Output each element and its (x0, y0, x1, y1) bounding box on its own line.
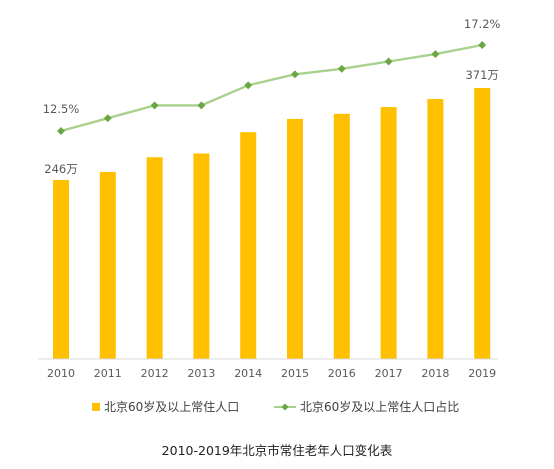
chart-caption: 2010-2019年北京市常住老年人口变化表 (162, 443, 393, 458)
legend-bar-label: 北京60岁及以上常住人口 (104, 399, 239, 414)
bar-2018 (427, 99, 444, 359)
x-tick-2019: 2019 (468, 367, 496, 380)
x-tick-2012: 2012 (141, 367, 169, 380)
ratio-point-2016 (337, 64, 346, 73)
ratio-point-2018 (431, 50, 440, 59)
bar-2017 (380, 107, 397, 359)
ratio-point-2013 (197, 101, 206, 110)
bar-2013 (193, 153, 210, 359)
ratio-point-2017 (384, 57, 393, 66)
ratio-point-2010 (57, 127, 65, 135)
ratio-point-2011 (103, 114, 112, 123)
ratio-point-2015 (291, 70, 299, 79)
legend: 北京60岁及以上常住人口 北京60岁及以上常住人口占比 (92, 399, 459, 414)
data-labels: 12.5% 17.2% 246万 371万 (43, 17, 501, 176)
x-tick-2017: 2017 (375, 367, 403, 380)
x-tick-2018: 2018 (421, 367, 449, 380)
label-bar-last: 371万 (465, 68, 498, 82)
x-tick-2013: 2013 (187, 367, 215, 380)
ratio-line (60, 43, 483, 133)
ratio-point-2014 (244, 81, 253, 90)
bar-2015 (287, 118, 303, 360)
label-ratio-last: 17.2% (464, 17, 501, 31)
x-tick-2010: 2010 (47, 367, 75, 380)
bar-2016 (333, 113, 350, 359)
ratio-point-2012 (150, 101, 159, 110)
bar-2012 (146, 157, 163, 359)
x-tick-2016: 2016 (328, 367, 356, 380)
bar-2014 (240, 132, 257, 359)
label-bar-first: 246万 (44, 162, 77, 176)
line-layer (57, 41, 487, 135)
legend-bar-swatch (92, 403, 100, 411)
legend-line-label: 北京60岁及以上常住人口占比 (300, 399, 459, 414)
bar-2010 (53, 180, 69, 359)
bar-2019 (474, 88, 491, 359)
bar-2011 (99, 171, 116, 359)
x-tick-labels: 2010 2011 2012 2013 2014 2015 2016 2017 2018 2019 (47, 367, 496, 380)
bars-layer (53, 88, 491, 360)
x-tick-2015: 2015 (281, 367, 309, 380)
x-tick-2014: 2014 (234, 367, 262, 380)
label-ratio-first: 12.5% (43, 102, 80, 116)
x-tick-2011: 2011 (94, 367, 122, 380)
ratio-point-2019 (478, 41, 487, 49)
legend-line-marker (281, 403, 289, 411)
